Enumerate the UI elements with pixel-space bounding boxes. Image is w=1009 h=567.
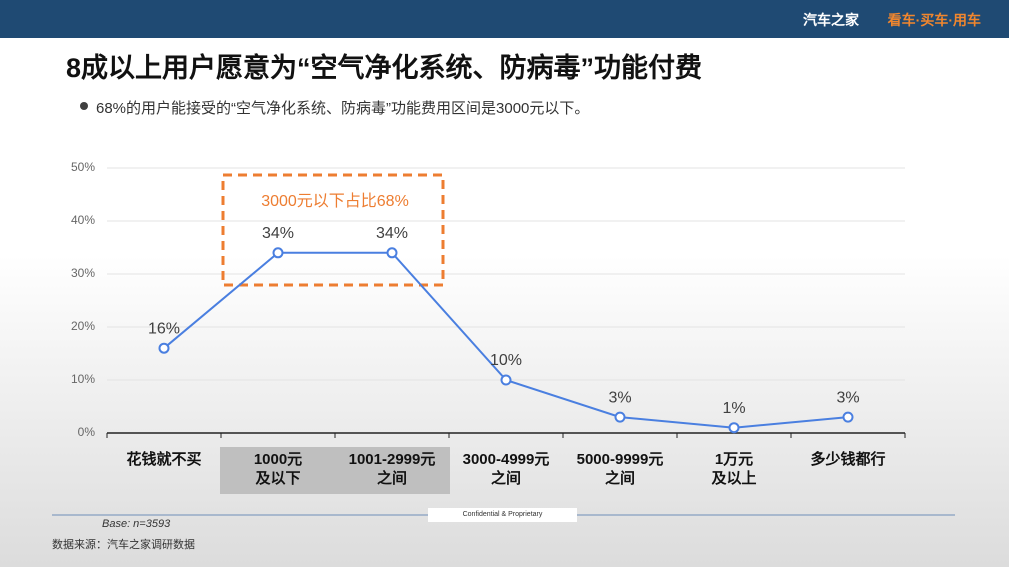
annotation: 3000元以下占比68% xyxy=(261,192,409,210)
marker xyxy=(158,342,170,354)
y-tick-label: 50% xyxy=(71,160,95,174)
marker xyxy=(728,422,740,434)
data-label: 3% xyxy=(836,389,859,406)
bullet xyxy=(80,102,88,110)
x-tick-label: 1万元 及以上 xyxy=(711,451,757,487)
brand: 汽车之家 xyxy=(803,12,859,28)
marker xyxy=(272,247,284,259)
annotation-box xyxy=(221,173,445,287)
y-tick-label: 20% xyxy=(71,319,95,333)
subtitle: 68%的用户能接受的“空气净化系统、防病毒”功能费用区间是3000元以下。 xyxy=(96,100,590,117)
marker xyxy=(842,411,854,423)
x-tick-label: 花钱就不买 xyxy=(126,451,202,468)
highlight-band xyxy=(220,447,450,494)
x-tick-label: 多少钱都行 xyxy=(810,451,886,468)
marker xyxy=(500,374,512,386)
data-label: 1% xyxy=(722,400,745,417)
data-label: 34% xyxy=(376,225,408,242)
marker xyxy=(386,247,398,259)
x-tick-label: 1001-2999元 之间 xyxy=(348,451,436,487)
x-tick-label: 5000-9999元 之间 xyxy=(576,451,664,487)
title: 8成以上用户愿意为“空气净化系统、防病毒”功能付费 xyxy=(66,53,703,83)
data-label: 16% xyxy=(148,320,180,337)
data-label: 3% xyxy=(608,389,631,406)
x-tick-label: 1000元 及以下 xyxy=(253,451,303,487)
y-tick-label: 30% xyxy=(71,266,95,280)
y-tick-label: 0% xyxy=(78,425,96,439)
y-tick-label: 10% xyxy=(71,372,95,386)
marker xyxy=(614,411,626,423)
y-tick-label: 40% xyxy=(71,213,95,227)
slogan: 看车·买车·用车 xyxy=(887,12,981,28)
base: Base: n=3593 xyxy=(102,518,171,530)
data-label: 10% xyxy=(490,352,522,369)
confidential: Confidential & Proprietary xyxy=(428,508,577,522)
source: 数据来源：汽车之家调研数据 xyxy=(52,539,195,551)
x-tick-label: 3000-4999元 之间 xyxy=(462,451,550,487)
data-label: 34% xyxy=(262,225,294,242)
header-bar: 汽车之家 看车·买车·用车 xyxy=(0,0,1009,38)
